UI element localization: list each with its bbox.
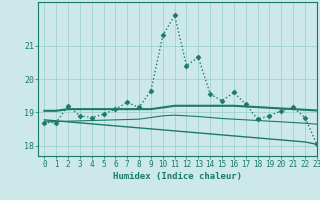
X-axis label: Humidex (Indice chaleur): Humidex (Indice chaleur)	[113, 172, 242, 181]
